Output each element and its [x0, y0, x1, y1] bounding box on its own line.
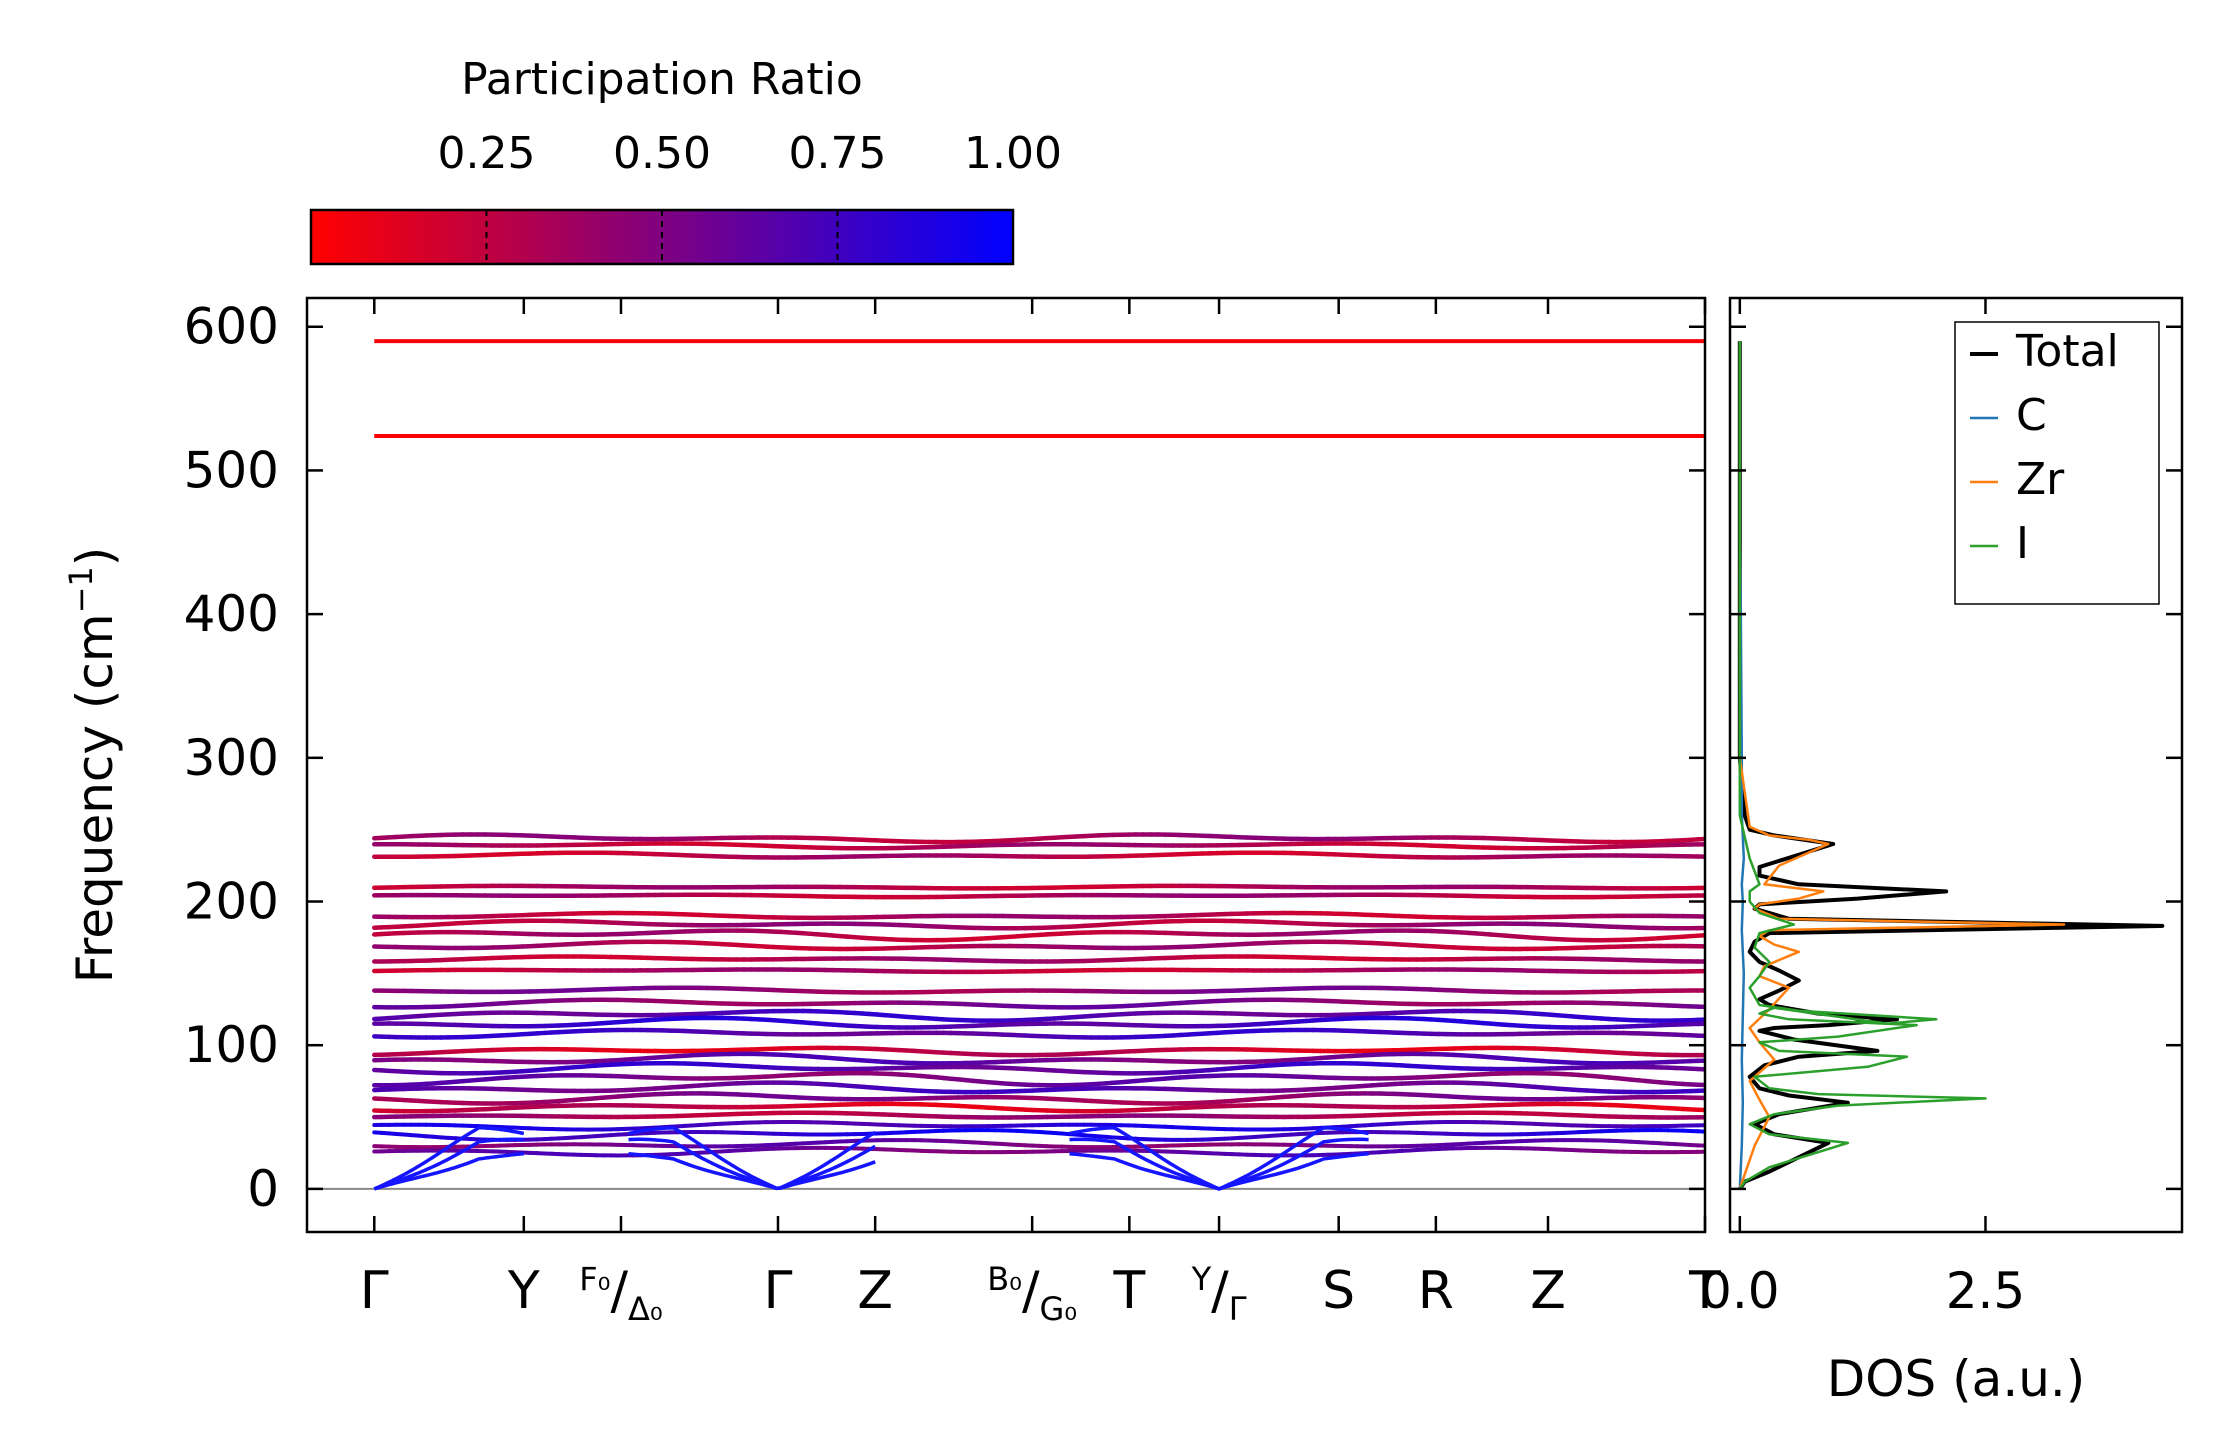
colorbar-title: Participation Ratio — [461, 54, 863, 105]
colorbar-tick-label: 0.50 — [613, 128, 711, 179]
colorbar-tick-label: 0.75 — [789, 128, 887, 179]
colorbar-tick-label: 1.00 — [964, 128, 1062, 179]
colorbar-tick-labels: 0.25 0.50 0.75 1.00 — [438, 128, 1062, 179]
colorbar-ticks — [485, 210, 839, 264]
colorbar-tick-label: 0.25 — [438, 128, 536, 179]
